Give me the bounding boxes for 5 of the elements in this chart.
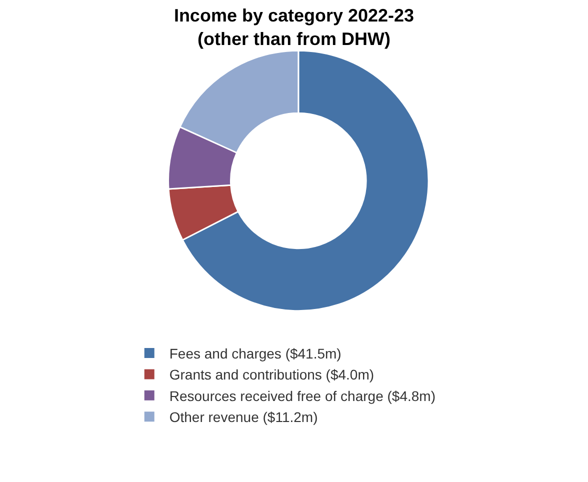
legend-label: Fees and charges ($41.5m): [169, 345, 342, 362]
legend-label: Grants and contributions ($4.0m): [169, 366, 374, 383]
legend-label: Other revenue ($11.2m): [169, 409, 318, 426]
chart-title: Income by category 2022-23 (other than from DHW): [174, 6, 414, 50]
legend-label: Resources received free of charge ($4.8m): [169, 388, 436, 404]
